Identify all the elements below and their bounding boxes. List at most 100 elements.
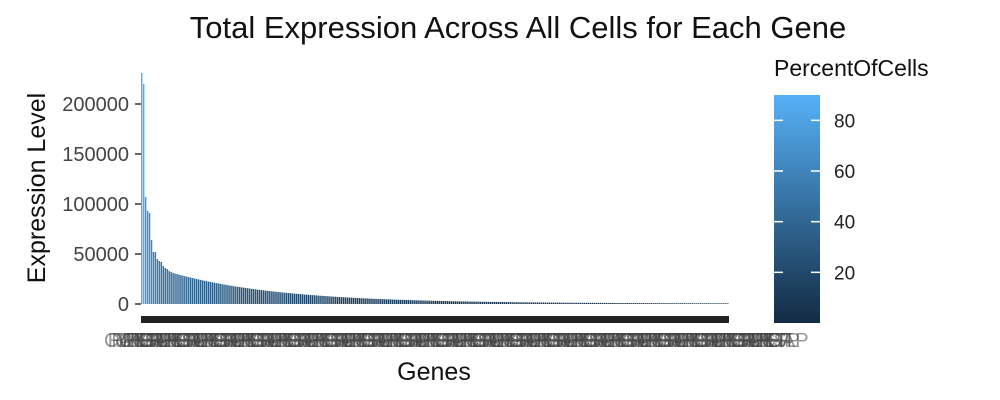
bar-gene-252 [632, 303, 635, 304]
svg-text:EEF: EEF [271, 330, 310, 352]
bar-gene-187 [505, 302, 508, 304]
y-tick-label: 0 [118, 294, 129, 316]
svg-text:RPL: RPL [515, 330, 554, 352]
bar-gene-270 [668, 303, 670, 304]
bar-gene-264 [656, 303, 658, 304]
svg-text:TPT: TPT [570, 330, 608, 352]
legend-color-bar [774, 95, 820, 323]
bar-gene-257 [642, 303, 645, 304]
svg-text:FTL: FTL [467, 330, 503, 352]
legend-break-label: 20 [834, 263, 855, 284]
bar-gene-282 [691, 303, 694, 304]
svg-text:GAP: GAP [655, 330, 697, 352]
plot-area [141, 73, 729, 305]
bar-gene-25 [188, 277, 190, 304]
bar-gene-66 [268, 290, 270, 304]
bar-gene-188 [507, 302, 509, 304]
bar-gene-155 [442, 301, 445, 304]
bar-gene-81 [297, 293, 300, 304]
bar-gene-262 [652, 303, 655, 304]
svg-text:RPL: RPL [404, 330, 443, 352]
svg-text:RPS: RPS [555, 330, 596, 352]
svg-text:TPT: TPT [200, 330, 238, 352]
svg-text:HSP: HSP [167, 330, 208, 352]
svg-text:CDK: CDK [252, 330, 295, 352]
bar-gene-283 [693, 303, 696, 304]
bar-gene-271 [670, 303, 672, 304]
svg-text:GAP: GAP [729, 330, 771, 352]
bar-gene-123 [380, 299, 382, 304]
bar-gene-289 [705, 303, 707, 304]
bar-gene-59 [254, 289, 257, 304]
bar-gene-267 [662, 303, 664, 304]
bar-gene-209 [548, 302, 551, 304]
bar-gene-176 [484, 301, 486, 304]
bar-gene-251 [631, 303, 633, 304]
svg-text:CDK: CDK [474, 330, 517, 352]
svg-text:MT-: MT- [337, 330, 371, 352]
bar-gene-284 [695, 303, 698, 304]
bar-gene-205 [540, 302, 543, 304]
bar-gene-132 [397, 299, 400, 304]
svg-text:RPL: RPL [441, 330, 480, 352]
svg-text:GAP: GAP [322, 330, 364, 352]
bar-gene-162 [456, 301, 459, 304]
bar-gene-182 [495, 301, 498, 304]
bar-gene-141 [415, 300, 417, 304]
bar-gene-10 [158, 261, 161, 304]
bar-gene-136 [405, 300, 408, 304]
bar-gene-189 [509, 302, 511, 304]
bar-gene-207 [544, 302, 547, 304]
svg-text:FTL: FTL [430, 330, 466, 352]
svg-text:EEF: EEF [567, 330, 606, 352]
bar-gene-259 [646, 303, 649, 304]
svg-text:CDK: CDK [585, 330, 628, 352]
svg-text:TPT: TPT [755, 330, 793, 352]
svg-text:CDK: CDK [622, 330, 665, 352]
bar-gene-292 [711, 303, 713, 304]
svg-text:ACT: ACT [415, 330, 455, 352]
bar-gene-17 [172, 273, 174, 304]
bar-gene-19 [176, 274, 178, 304]
bar-gene-243 [615, 303, 617, 304]
bar-gene-99 [333, 296, 335, 304]
y-tick-label: 50000 [73, 244, 129, 266]
bar-gene-193 [517, 302, 519, 304]
bar-gene-263 [654, 303, 656, 304]
svg-text:RPS: RPS [111, 330, 152, 352]
svg-text:TPT: TPT [348, 330, 386, 352]
bar-gene-127 [387, 299, 390, 304]
svg-text:EEF: EEF [641, 330, 680, 352]
svg-text:FTL: FTL [615, 330, 651, 352]
bar-gene-235 [599, 302, 602, 304]
svg-text:HSP: HSP [278, 330, 319, 352]
bar-gene-156 [444, 301, 447, 304]
svg-text:EEF: EEF [197, 330, 236, 352]
bar-gene-98 [331, 296, 333, 304]
svg-text:GAP: GAP [470, 330, 512, 352]
svg-text:HSP: HSP [426, 330, 467, 352]
bar-gene-117 [368, 298, 370, 304]
bar-gene-258 [644, 303, 647, 304]
bar-gene-133 [399, 299, 402, 304]
bar-gene-72 [280, 292, 282, 304]
bar-gene-146 [425, 300, 427, 304]
bar-gene-190 [511, 302, 513, 304]
bar-gene-26 [190, 277, 192, 304]
bar-gene-108 [350, 297, 353, 304]
bar-gene-135 [403, 299, 406, 304]
svg-text:CDK: CDK [326, 330, 369, 352]
bar-gene-90 [315, 295, 317, 304]
bar-gene-50 [237, 286, 239, 304]
bar-gene-261 [650, 303, 653, 304]
bar-gene-89 [313, 295, 315, 304]
bar-gene-139 [411, 300, 413, 304]
bar-gene-219 [568, 302, 570, 304]
bar-gene-65 [266, 290, 268, 304]
bar-gene-254 [636, 303, 639, 304]
bar-gene-202 [534, 302, 537, 304]
svg-text:RPS: RPS [222, 330, 263, 352]
svg-text:ACT: ACT [600, 330, 640, 352]
bar-gene-178 [487, 301, 490, 304]
svg-text:ACT: ACT [711, 330, 751, 352]
